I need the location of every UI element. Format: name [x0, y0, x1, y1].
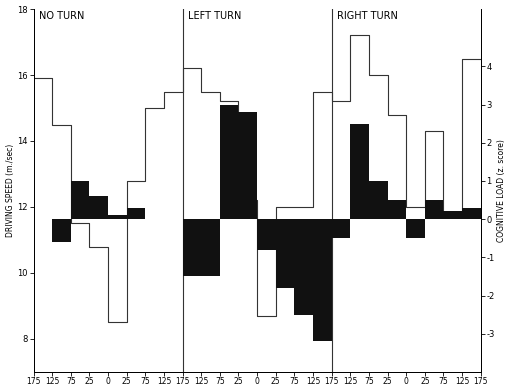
- Bar: [388, 200, 406, 219]
- Bar: [126, 208, 145, 219]
- Bar: [108, 215, 126, 219]
- Bar: [350, 123, 369, 219]
- Bar: [332, 219, 350, 238]
- Bar: [313, 219, 332, 341]
- Bar: [183, 219, 201, 276]
- Bar: [406, 219, 425, 238]
- Text: LEFT TURN: LEFT TURN: [188, 11, 242, 21]
- Y-axis label: DRIVING SPEED (m./sec): DRIVING SPEED (m./sec): [6, 144, 14, 237]
- Bar: [90, 196, 108, 219]
- Bar: [52, 219, 71, 242]
- Bar: [220, 105, 239, 219]
- Bar: [201, 219, 220, 276]
- Bar: [425, 200, 443, 219]
- Bar: [443, 211, 462, 219]
- Bar: [276, 219, 294, 288]
- Bar: [257, 219, 276, 250]
- Bar: [462, 208, 481, 219]
- Bar: [71, 181, 90, 219]
- Bar: [294, 219, 313, 315]
- Text: NO TURN: NO TURN: [39, 11, 84, 21]
- Y-axis label: COGNITIVE LOAD (z. score): COGNITIVE LOAD (z. score): [498, 139, 506, 242]
- Text: RIGHT TURN: RIGHT TURN: [337, 11, 398, 21]
- Bar: [369, 181, 388, 219]
- Bar: [239, 112, 257, 219]
